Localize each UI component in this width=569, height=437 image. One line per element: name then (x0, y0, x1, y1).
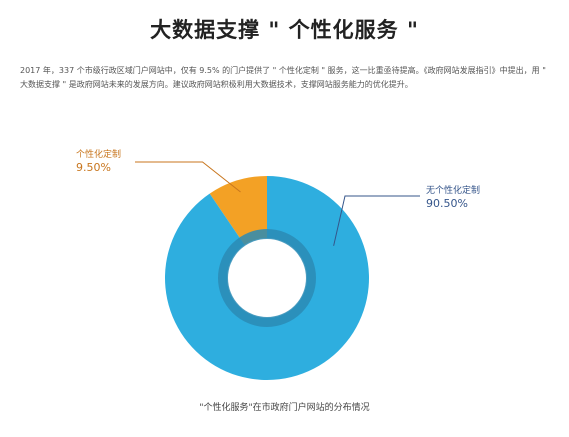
leader-line-custom (135, 161, 241, 193)
slice-category-label: 个性化定制 (76, 148, 121, 160)
slice-value-label: 9.50% (76, 161, 111, 174)
pie-slice-custom (209, 176, 267, 245)
chart-caption: "个性化服务"在市政府门户网站的分布情况 (199, 403, 370, 413)
leader-line-none (333, 195, 420, 246)
donut-inner-ring (218, 229, 316, 327)
slice-category-label: 无个性化定制 (426, 184, 480, 196)
page-title: 大数据支撑 " 个性化服务 " (150, 18, 419, 42)
intro-paragraph: 2017 年，337 个市级行政区域门户网站中，仅有 9.5% 的门户提供了 "… (20, 66, 546, 89)
slice-value-label: 90.50% (426, 197, 468, 210)
pie-slice-none (165, 176, 370, 380)
